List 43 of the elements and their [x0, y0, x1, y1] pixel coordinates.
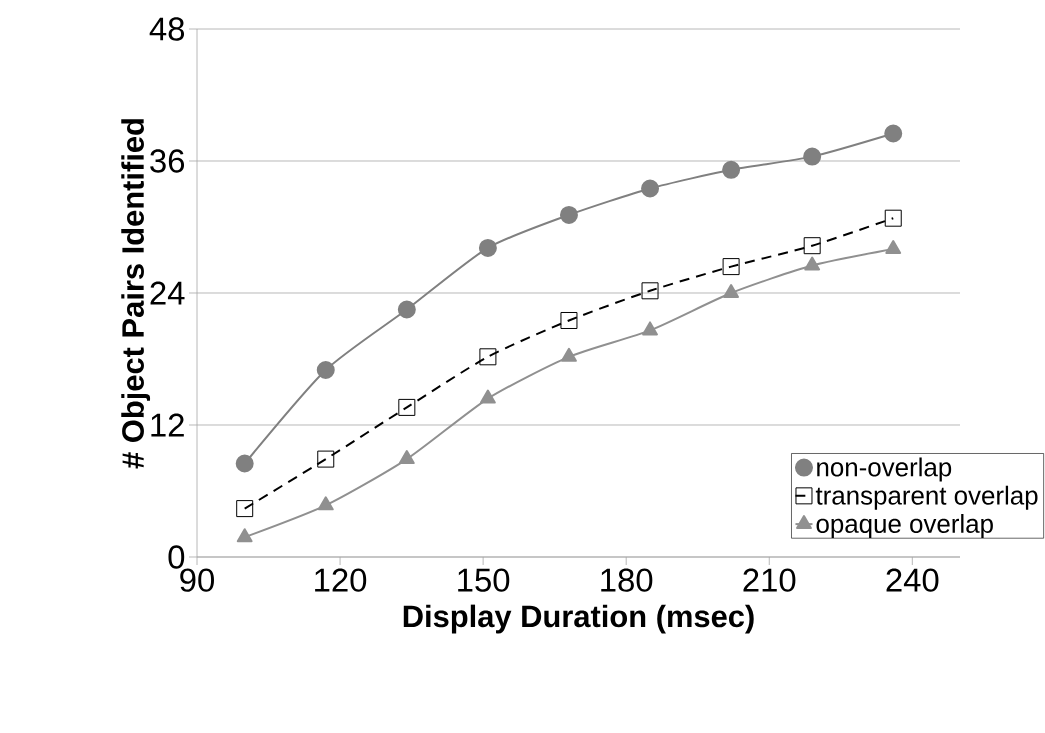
x-tick-label: 210 [743, 568, 796, 592]
point [317, 450, 335, 468]
point [642, 321, 658, 336]
point [479, 389, 496, 404]
x-tick-label: 120 [315, 568, 367, 592]
y-axis-title: # Object Pairs Identified [121, 119, 151, 469]
point [236, 528, 253, 543]
point [804, 256, 821, 271]
y-tick-label: 36 [150, 149, 185, 173]
point [884, 209, 902, 227]
x-tick-label: 90 [180, 568, 214, 592]
point [235, 454, 254, 473]
point [398, 450, 415, 465]
y-tick-label: 0 [168, 545, 185, 569]
point [641, 282, 659, 300]
point [560, 312, 578, 329]
point [722, 160, 741, 179]
x-tick-label: 150 [458, 568, 510, 592]
point [884, 124, 903, 143]
point [803, 147, 822, 166]
point [561, 347, 577, 362]
point [236, 500, 254, 518]
point [317, 496, 334, 511]
y-tick-label: 24 [150, 281, 185, 305]
legend-label: non-overlap [817, 457, 952, 482]
point [641, 179, 660, 198]
point [803, 237, 821, 255]
point [723, 284, 740, 298]
point [885, 240, 902, 254]
point [397, 300, 416, 319]
y-tick-label: 12 [151, 413, 184, 437]
legend-label: transparent overlap [815, 485, 1038, 510]
point [478, 238, 497, 257]
point [722, 258, 740, 276]
legend-label: opaque overlap [816, 513, 993, 539]
x-tick-label: 180 [601, 568, 653, 592]
point [316, 361, 335, 379]
point [559, 205, 578, 224]
x-tick-label: 240 [886, 568, 939, 592]
x-axis-title: Display Duration (msec) [403, 604, 754, 634]
point [479, 348, 497, 366]
y-tick-label: 48 [149, 17, 185, 41]
point [398, 398, 416, 416]
